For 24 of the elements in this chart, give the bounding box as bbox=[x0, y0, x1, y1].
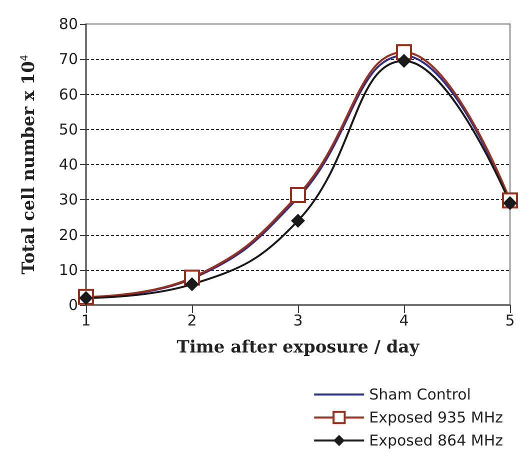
legend-label: Exposed 864 MHz bbox=[369, 432, 504, 450]
x-tick-label: 5 bbox=[505, 312, 515, 330]
y-tick-label: 80 bbox=[58, 15, 78, 33]
x-tick-label: 3 bbox=[293, 312, 303, 330]
legend-label: Sham Control bbox=[369, 386, 471, 404]
y-axis-title: Total cell number x 104 bbox=[19, 54, 39, 274]
point bbox=[185, 277, 199, 292]
point bbox=[503, 196, 517, 210]
y-tick-label: 0 bbox=[68, 296, 78, 314]
point bbox=[291, 214, 305, 228]
point bbox=[290, 187, 306, 204]
x-axis-title: Time after exposure / day bbox=[176, 338, 420, 358]
y-tick-label: 60 bbox=[58, 85, 78, 104]
x-tick-label: 1 bbox=[81, 312, 91, 330]
y-tick-label: 40 bbox=[58, 156, 78, 174]
point bbox=[397, 54, 411, 68]
x-tick-label: 4 bbox=[399, 312, 409, 330]
y-tick-label: 50 bbox=[58, 120, 78, 138]
x-tick-label: 2 bbox=[187, 312, 197, 330]
legend-label: Exposed 935 MHz bbox=[369, 408, 504, 426]
y-tick-label: 10 bbox=[58, 260, 78, 279]
y-tick-label: 20 bbox=[58, 226, 78, 244]
y-tick-label: 70 bbox=[58, 50, 78, 68]
y-tick-label: 30 bbox=[58, 190, 78, 209]
